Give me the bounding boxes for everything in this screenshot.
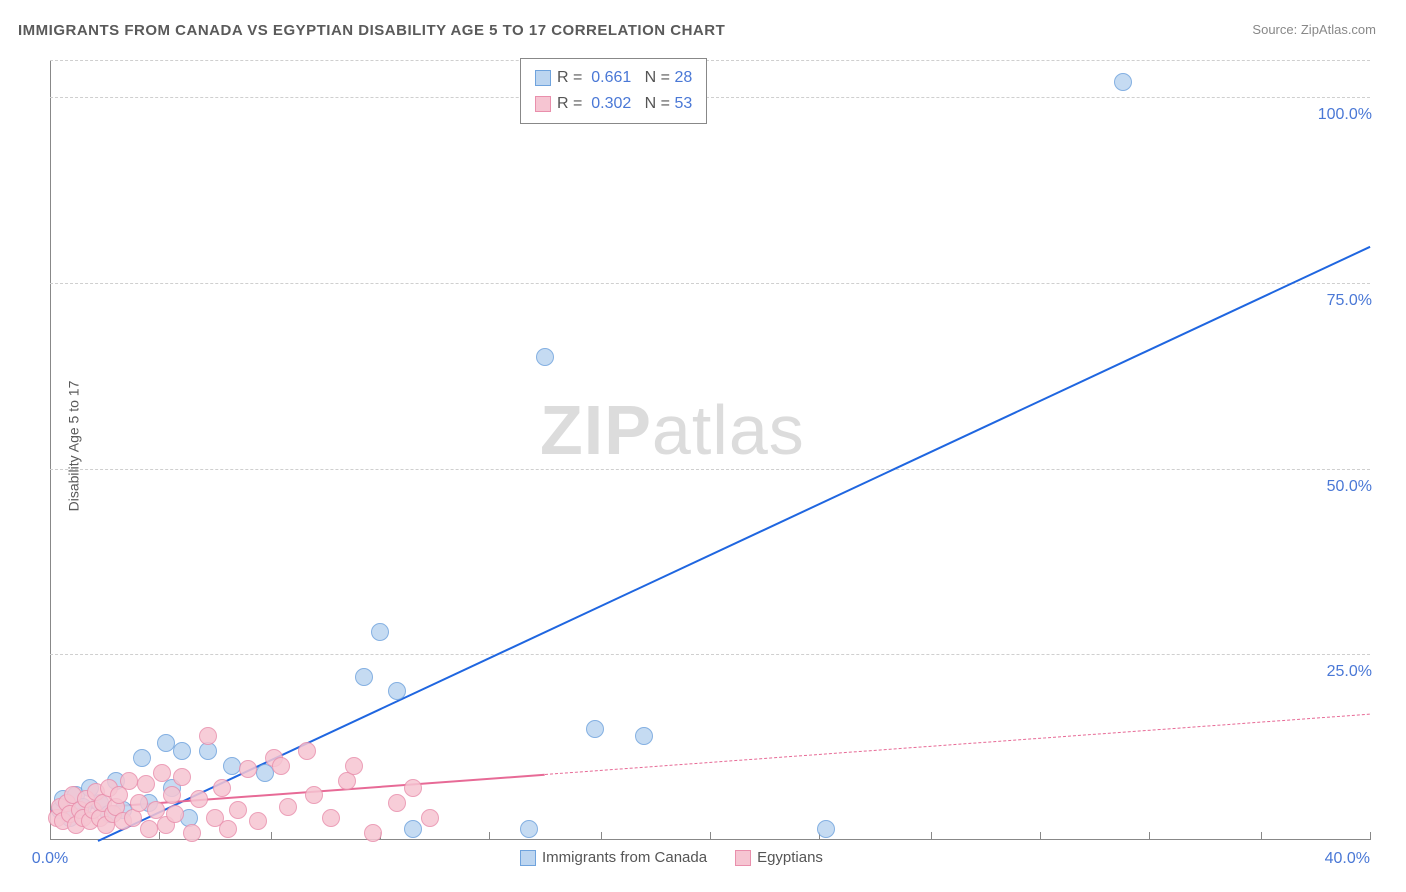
data-point [183,824,201,842]
y-tick-label: 75.0% [1327,292,1372,310]
correlation-legend: R = 0.661 N = 28R = 0.302 N = 53 [520,58,707,124]
data-point [219,820,237,838]
watermark: ZIPatlas [540,390,805,470]
data-point [137,775,155,793]
trend-line [545,714,1370,775]
data-point [153,764,171,782]
chart-plot-area: ZIPatlas 25.0%50.0%75.0%100.0%0.0%40.0%R… [50,60,1370,840]
data-point [199,727,217,745]
legend-swatch [535,96,551,112]
data-point [133,749,151,767]
data-point [635,727,653,745]
data-point [229,801,247,819]
grid-line [50,283,1370,284]
data-point [239,760,257,778]
data-point [120,772,138,790]
data-point [213,779,231,797]
legend-label: Immigrants from Canada [542,849,707,866]
data-point [298,742,316,760]
data-point [421,809,439,827]
watermark-light: atlas [652,391,805,469]
x-tick-mark [159,832,160,840]
x-tick-mark [710,832,711,840]
x-tick-mark [1370,832,1371,840]
x-tick-mark [489,832,490,840]
x-tick-mark [1040,832,1041,840]
x-tick-label: 40.0% [1325,850,1370,868]
chart-title: IMMIGRANTS FROM CANADA VS EGYPTIAN DISAB… [18,22,725,39]
data-point [173,742,191,760]
data-point [520,820,538,838]
x-tick-mark [931,832,932,840]
watermark-bold: ZIP [540,391,652,469]
source-name: ZipAtlas.com [1301,22,1376,37]
data-point [223,757,241,775]
legend-row: R = 0.302 N = 53 [535,91,692,117]
legend-swatch [735,850,751,866]
data-point [157,734,175,752]
legend-row: R = 0.661 N = 28 [535,65,692,91]
data-point [190,790,208,808]
data-point [166,805,184,823]
y-tick-label: 50.0% [1327,478,1372,496]
x-tick-mark [271,832,272,840]
data-point [130,794,148,812]
legend-swatch [520,850,536,866]
x-tick-mark [1149,832,1150,840]
y-tick-label: 25.0% [1327,663,1372,681]
data-point [371,623,389,641]
data-point [586,720,604,738]
data-point [404,779,422,797]
data-point [305,786,323,804]
legend-item: Egyptians [735,849,823,866]
r-label: R = [557,95,587,112]
n-value: 28 [674,69,692,86]
x-tick-label: 0.0% [32,850,68,868]
data-point [173,768,191,786]
data-point [1114,73,1132,91]
data-point [364,824,382,842]
data-point [322,809,340,827]
data-point [388,794,406,812]
grid-line [50,654,1370,655]
y-axis-line [50,60,51,840]
data-point [163,786,181,804]
grid-line [50,469,1370,470]
r-value: 0.661 [591,69,631,86]
data-point [279,798,297,816]
data-point [404,820,422,838]
x-tick-mark [1261,832,1262,840]
x-tick-mark [601,832,602,840]
n-label: N = [645,69,675,86]
data-point [388,682,406,700]
r-value: 0.302 [591,95,631,112]
r-label: R = [557,69,587,86]
source-label: Source: [1252,22,1297,37]
n-value: 53 [674,95,692,112]
data-point [140,820,158,838]
legend-label: Egyptians [757,849,823,866]
data-point [536,348,554,366]
grid-line [50,60,1370,61]
series-legend: Immigrants from Canada Egyptians [520,849,823,866]
data-point [355,668,373,686]
data-point [272,757,290,775]
n-label: N = [645,95,675,112]
data-point [249,812,267,830]
source-attribution: Source: ZipAtlas.com [1252,22,1376,37]
data-point [345,757,363,775]
grid-line [50,97,1370,98]
legend-swatch [535,70,551,86]
data-point [817,820,835,838]
trend-line [97,246,1370,842]
y-tick-label: 100.0% [1318,106,1372,124]
legend-item: Immigrants from Canada [520,849,707,866]
